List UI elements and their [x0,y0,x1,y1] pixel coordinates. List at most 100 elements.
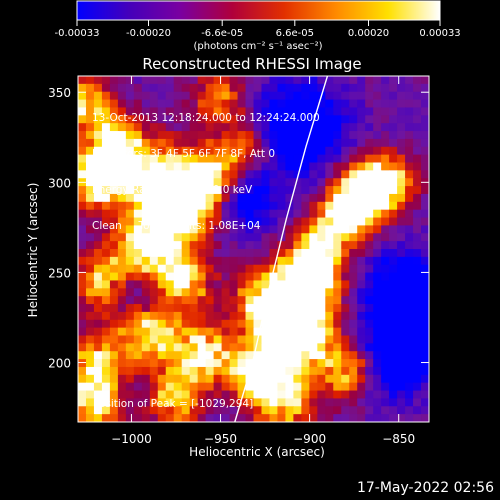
heatmap-cell [133,374,143,384]
heatmap-cell [101,209,111,219]
heatmap-cell [205,359,215,368]
heatmap-cell [85,99,95,109]
heatmap-cell [181,272,191,282]
heatmap-cell [141,146,151,156]
heatmap-cell [413,280,422,289]
heatmap-cell [421,351,429,360]
heatmap-cell [229,209,239,219]
heatmap-cell [181,311,191,321]
heatmap-cell [341,327,350,337]
heatmap-cell [149,91,159,101]
heatmap-cell [78,343,87,352]
heatmap-cell [141,233,151,242]
heatmap-cell [141,99,151,109]
heatmap-cell [389,366,398,376]
heatmap-cell [405,178,414,187]
heatmap-cell [109,414,119,422]
heatmap-cell [261,414,271,422]
heatmap-cell [173,280,183,289]
heatmap-cell [269,256,279,266]
heatmap-cell [245,280,255,289]
heatmap-cell [78,91,87,101]
heatmap-cell [229,249,239,258]
heatmap-cell [333,359,342,368]
heatmap-cell [245,83,255,93]
heatmap-cell [397,107,406,116]
heatmap-cell [285,193,294,203]
heatmap-cell [349,186,358,195]
heatmap-cell [349,154,358,164]
heatmap-cell [269,225,279,234]
heatmap-cell [245,217,255,227]
heatmap-cell [333,343,342,352]
heatmap-cell [309,146,318,156]
heatmap-cell [317,178,326,187]
heatmap-cell [133,359,143,368]
heatmap-cell [197,335,207,344]
heatmap-cell [317,327,326,337]
heatmap-cell [229,154,239,164]
heatmap-cell [109,351,119,360]
heatmap-cell [349,296,358,305]
heatmap-cell [365,178,374,187]
heatmap-cell [181,201,191,211]
heatmap-cell [285,406,294,415]
heatmap-cell [389,209,398,219]
heatmap-cell [381,296,390,305]
heatmap-cell [133,107,143,116]
heatmap-cell [309,91,318,101]
heatmap-cell [93,99,103,109]
heatmap-cell [325,123,334,132]
heatmap-cell [173,91,183,101]
heatmap-cell [397,296,406,305]
heatmap-cell [85,91,95,101]
heatmap-cell [333,186,342,195]
heatmap-cell [253,327,263,337]
heatmap-cell [237,170,247,179]
heatmap-cell [125,398,135,407]
heatmap-cell [93,83,103,93]
heatmap-cell [325,366,334,376]
heatmap-cell [349,178,358,187]
heatmap-cell [141,264,151,274]
heatmap-cell [405,241,414,250]
heatmap-cell [141,162,151,171]
heatmap-cell [237,311,247,321]
heatmap-cell [277,398,287,407]
heatmap-cell [317,264,326,274]
heatmap-cell [357,99,366,109]
heatmap-cell [245,311,255,321]
heatmap-cell [213,170,223,179]
heatmap-cell [213,382,223,392]
heatmap-cell [365,272,374,282]
heatmap-cell [229,91,239,101]
heatmap-cell [277,83,287,93]
heatmap-cell [253,366,263,376]
heatmap-cell [357,209,366,219]
heatmap-cell [349,83,358,93]
heatmap-cell [141,390,151,400]
heatmap-cell [285,366,294,376]
heatmap-cell [117,280,127,289]
heatmap-cell [333,382,342,392]
heatmap-cell [405,335,414,344]
heatmap-cell [125,304,135,313]
heatmap-cell [181,241,191,250]
heatmap-cell [189,398,199,407]
heatmap-cell [229,311,239,321]
heatmap-cell [117,201,127,211]
heatmap-cell [165,351,175,360]
heatmap-cell [221,162,231,171]
heatmap-cell [78,201,87,211]
heatmap-cell [237,382,247,392]
heatmap-cell [317,193,326,203]
heatmap-cell [333,201,342,211]
heatmap-cell [125,264,135,274]
heatmap-cell [405,162,414,171]
heatmap-cell [277,264,287,274]
heatmap-cell [165,296,175,305]
heatmap-cell [133,390,143,400]
heatmap-cell [349,91,358,101]
heatmap-cell [157,382,167,392]
heatmap-cell [141,374,151,384]
